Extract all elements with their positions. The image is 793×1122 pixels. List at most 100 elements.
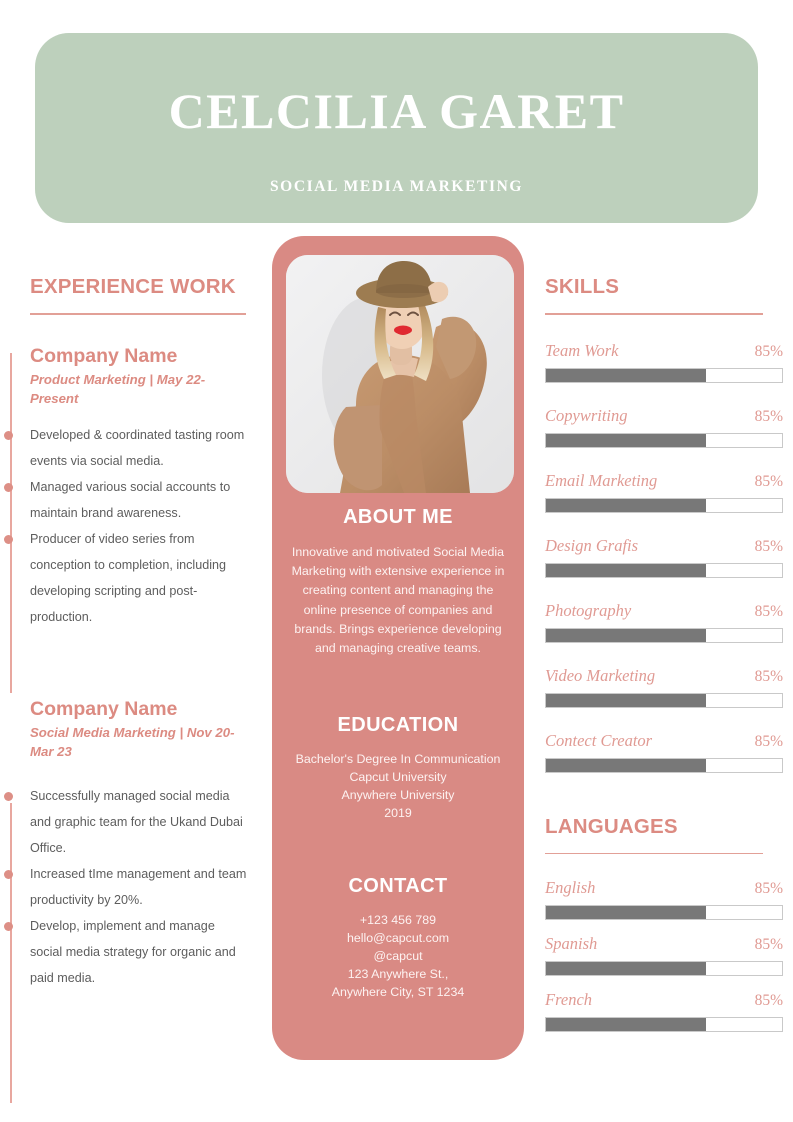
about-title: ABOUT ME [343, 506, 453, 528]
skill-row: Photography 85% [545, 601, 785, 643]
language-row: Spanish 85% [545, 934, 785, 976]
language-progress-bar [545, 961, 783, 976]
timeline-dot-icon [4, 482, 13, 492]
job-bullet: Managed various social accounts to maint… [4, 475, 248, 527]
skill-progress-fill [546, 628, 707, 642]
skill-row: Copywriting 85% [545, 406, 785, 448]
skill-progress-bar [545, 432, 783, 448]
language-header: Spanish 85% [545, 934, 783, 954]
skill-percent: 85% [754, 732, 783, 750]
about-text: Innovative and motivated Social Media Ma… [291, 545, 505, 656]
skill-progress-bar [545, 367, 783, 383]
experience-divider [30, 313, 246, 315]
timeline-line [10, 352, 12, 693]
timeline-dot-icon [4, 870, 13, 879]
language-label: English [545, 878, 596, 897]
skill-progress-bar [545, 757, 783, 773]
skill-header: Video Marketing 85% [545, 666, 783, 686]
job-bullet-list: Successfully managed social media and gr… [4, 784, 262, 992]
job-company-name: Company Name [30, 344, 178, 367]
skill-header: Contect Creator 85% [545, 731, 783, 751]
language-row: French 85% [545, 990, 785, 1032]
skill-percent: 85% [754, 602, 783, 620]
language-header: French 85% [545, 990, 783, 1010]
education-block: EDUCATION Bachelor's Degree In Communica… [272, 714, 524, 823]
skill-row: Video Marketing 85% [545, 666, 785, 708]
skill-progress-bar [545, 627, 783, 643]
job-bullet: Developed & coordinated tasting room eve… [4, 423, 248, 475]
job-bullet-list: Developed & coordinated tasting room eve… [4, 423, 262, 631]
language-progress-fill [546, 906, 707, 919]
contact-email[interactable]: hello@capcut.com [346, 931, 450, 946]
education-line: Capcut University [349, 770, 447, 785]
skill-percent: 85% [754, 342, 783, 360]
contact-phone[interactable]: +123 456 789 [359, 913, 437, 928]
skill-progress-fill [546, 758, 707, 772]
job-bullet-text: Increased tIme management and team produ… [30, 867, 247, 907]
contact-address-line: Anywhere City, ST 1234 [331, 985, 465, 1000]
job-company-name: Company Name [30, 697, 178, 720]
timeline-dot-icon [4, 534, 13, 544]
job-bullet-text: Develop, implement and manage social med… [30, 918, 236, 985]
header-banner: CELCILIA GARET SOCIAL MEDIA MARKETING [35, 33, 758, 223]
languages-block: LANGUAGES English 85% Spanish 85% [545, 814, 785, 1032]
skill-header: Email Marketing 85% [545, 471, 783, 491]
skill-label: Photography [545, 600, 632, 620]
skill-header: Team Work 85% [545, 341, 783, 361]
skill-row: Team Work 85% [545, 341, 785, 383]
skills-divider [545, 313, 763, 315]
job-role-dates: Product Marketing | May 22-Present [30, 371, 206, 407]
languages-section-title: LANGUAGES [545, 814, 678, 838]
language-progress-fill [546, 962, 707, 975]
language-percent: 85% [754, 936, 783, 953]
education-line: 2019 [384, 806, 412, 821]
timeline-dot-icon [4, 792, 13, 802]
language-label: French [545, 990, 593, 1009]
job-bullet: Increased tIme management and team produ… [4, 862, 248, 914]
timeline-dot-icon [4, 921, 13, 931]
experience-entry: Company Name Social Media Marketing | No… [4, 697, 262, 992]
job-bullet-text: Successfully managed social media and gr… [30, 789, 243, 856]
contact-social-handle[interactable]: @capcut [373, 949, 423, 964]
experience-section-title: EXPERIENCE WORK [30, 275, 236, 298]
portrait-photo-icon [286, 255, 514, 493]
timeline-dot-icon [4, 431, 13, 441]
languages-list: English 85% Spanish 85% [545, 878, 785, 1032]
about-block: ABOUT ME Innovative and motivated Social… [272, 506, 524, 658]
skill-label: Video Marketing [545, 665, 656, 685]
language-label: Spanish [545, 934, 598, 953]
skill-percent: 85% [754, 407, 783, 425]
job-bullet-text: Managed various social accounts to maint… [30, 479, 231, 520]
language-percent: 85% [754, 992, 783, 1009]
skills-section-title: SKILLS [545, 275, 620, 298]
languages-divider [545, 852, 763, 854]
candidate-role: SOCIAL MEDIA MARKETING [269, 178, 524, 195]
profile-card: ABOUT ME Innovative and motivated Social… [272, 236, 524, 1060]
language-percent: 85% [754, 880, 783, 897]
skill-label: Team Work [545, 340, 619, 360]
skill-label: Email Marketing [545, 470, 658, 490]
job-role-dates: Social Media Marketing | Nov 20-Mar 23 [30, 724, 235, 760]
education-line: Bachelor's Degree In Communication [295, 752, 501, 767]
skill-header: Design Grafis 85% [545, 536, 783, 556]
skill-progress-fill [546, 368, 707, 382]
education-line: Anywhere University [341, 788, 455, 803]
language-header: English 85% [545, 878, 783, 898]
skill-row: Email Marketing 85% [545, 471, 785, 513]
skill-percent: 85% [754, 472, 783, 490]
skill-progress-fill [546, 433, 707, 447]
skill-progress-bar [545, 562, 783, 578]
skill-label: Design Grafis [545, 535, 639, 555]
contact-block: CONTACT +123 456 789 hello@capcut.com @c… [272, 875, 524, 1002]
skill-progress-bar [545, 692, 783, 708]
job-bullet-text: Developed & coordinated tasting room eve… [30, 428, 245, 469]
skill-header: Photography 85% [545, 601, 783, 621]
skills-list: Team Work 85% Copywriting 85% Email Ma [545, 341, 785, 773]
profile-card-body: ABOUT ME Innovative and motivated Social… [272, 506, 524, 1002]
skill-progress-fill [546, 498, 707, 512]
skill-label: Contect Creator [545, 730, 653, 750]
job-bullet: Successfully managed social media and gr… [4, 784, 248, 862]
language-row: English 85% [545, 878, 785, 920]
profile-photo [286, 255, 514, 493]
